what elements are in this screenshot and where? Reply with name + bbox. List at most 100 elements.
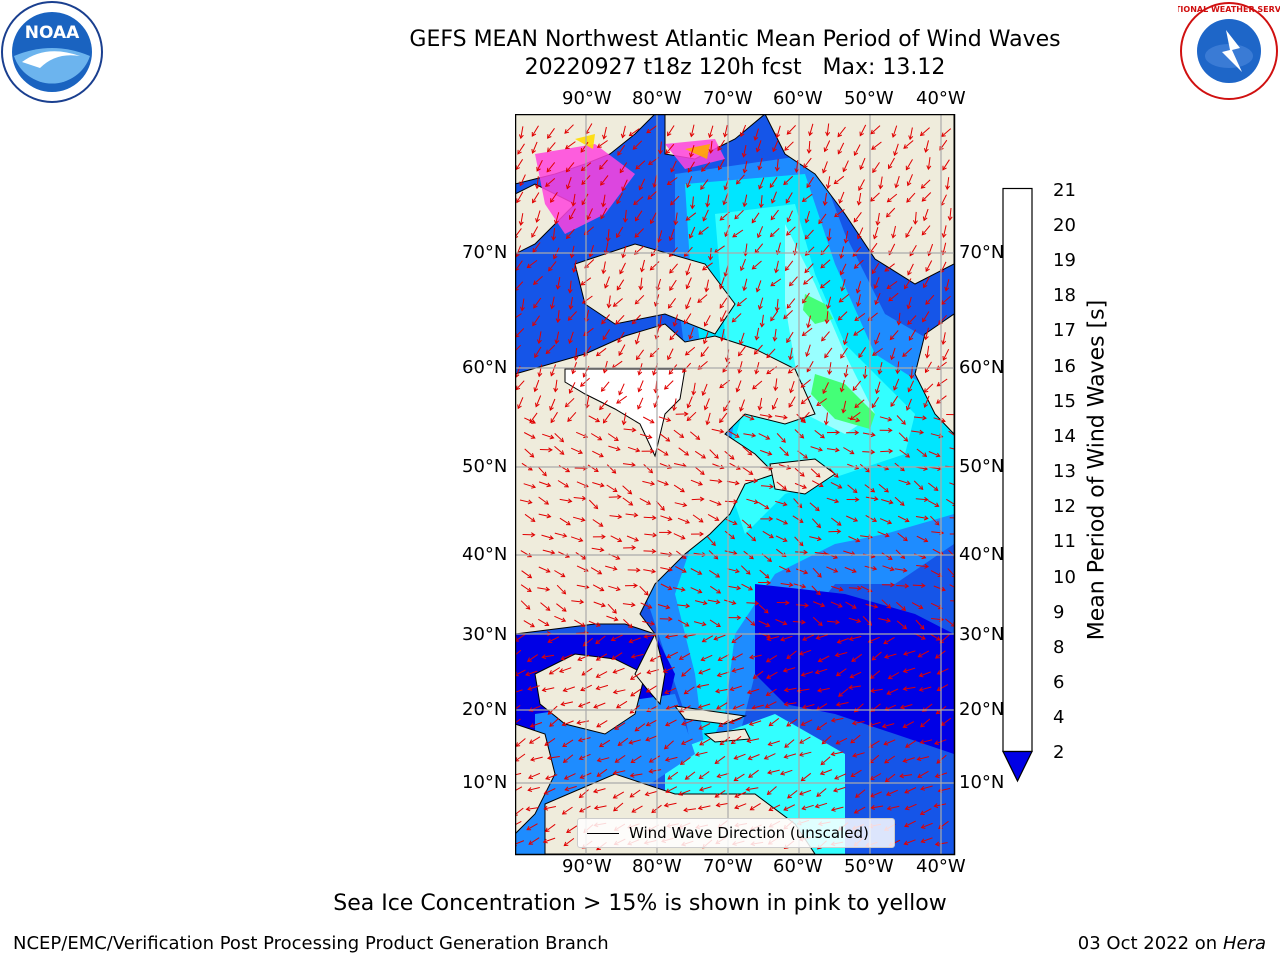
wind-wave-arrow bbox=[776, 298, 779, 311]
wind-wave-arrowhead bbox=[615, 703, 621, 709]
wind-wave-arrow bbox=[559, 517, 571, 526]
noaa-logo: NOAA bbox=[1, 1, 103, 103]
wind-wave-arrowhead bbox=[592, 788, 598, 794]
wind-wave-arrow bbox=[816, 398, 827, 406]
wind-wave-arrowhead bbox=[935, 709, 941, 715]
wind-wave-arrowhead bbox=[697, 588, 703, 594]
wind-wave-arrowhead bbox=[905, 743, 910, 748]
wind-wave-arrowhead bbox=[835, 619, 840, 625]
wind-wave-arrowhead bbox=[695, 435, 701, 441]
wind-wave-arrowhead bbox=[804, 234, 810, 240]
wind-wave-arrow bbox=[938, 314, 947, 325]
wind-wave-arrow bbox=[897, 515, 910, 522]
wind-wave-arrow bbox=[515, 669, 526, 676]
wind-wave-arrowhead bbox=[526, 587, 532, 593]
wind-wave-arrowhead bbox=[697, 570, 703, 575]
wind-wave-arrow bbox=[579, 753, 591, 760]
wind-wave-arrow bbox=[593, 601, 606, 607]
wind-wave-arrow bbox=[673, 314, 678, 327]
wind-wave-arrowhead bbox=[907, 320, 912, 325]
wind-wave-arrowhead bbox=[528, 840, 534, 845]
wind-wave-arrowhead bbox=[883, 654, 889, 659]
wind-wave-arrow bbox=[542, 687, 555, 691]
wind-wave-arrow bbox=[774, 378, 778, 391]
cb-tick-17: 17 bbox=[1053, 320, 1076, 341]
wind-wave-arrow bbox=[927, 482, 939, 491]
wind-wave-arrowhead bbox=[542, 471, 547, 477]
wind-wave-arrowhead bbox=[708, 255, 714, 261]
wind-wave-arrow bbox=[724, 124, 728, 137]
wind-wave-arrow bbox=[738, 345, 747, 357]
wind-wave-arrowhead bbox=[638, 185, 644, 191]
wind-wave-arrowhead bbox=[902, 668, 908, 674]
wind-wave-arrowhead bbox=[639, 267, 645, 273]
wind-wave-arrow bbox=[870, 192, 880, 202]
wind-wave-arrow bbox=[640, 602, 652, 609]
wind-wave-arrowhead bbox=[616, 285, 622, 291]
wind-wave-arrow bbox=[903, 686, 916, 690]
wind-wave-arrowhead bbox=[887, 674, 893, 680]
wind-wave-arrow bbox=[581, 667, 593, 676]
wind-wave-arrow bbox=[555, 212, 560, 224]
wind-wave-arrowhead bbox=[679, 760, 685, 765]
wind-wave-arrowhead bbox=[881, 723, 887, 729]
wind-wave-arrowhead bbox=[559, 450, 565, 455]
wind-wave-arrowhead bbox=[798, 518, 804, 523]
wind-wave-arrow bbox=[747, 738, 760, 742]
wind-wave-arrow bbox=[570, 536, 583, 542]
wind-wave-arrow bbox=[776, 481, 787, 490]
wind-wave-arrowhead bbox=[934, 773, 940, 779]
wind-wave-arrowhead bbox=[527, 787, 533, 792]
wind-wave-arrow bbox=[515, 328, 525, 338]
wind-wave-arrow bbox=[616, 395, 627, 404]
wind-wave-arrowhead bbox=[753, 478, 759, 484]
wind-wave-arrowhead bbox=[758, 203, 764, 209]
wind-wave-arrowhead bbox=[544, 741, 550, 746]
sea-ice-high bbox=[685, 144, 710, 159]
wind-wave-arrow bbox=[600, 175, 609, 186]
wind-wave-arrowhead bbox=[719, 336, 725, 342]
wind-wave-arrowhead bbox=[749, 415, 755, 421]
wind-wave-arrowhead bbox=[750, 621, 756, 626]
wind-wave-arrow bbox=[770, 310, 779, 321]
wind-wave-arrow bbox=[776, 158, 779, 171]
cb-tick-4: 4 bbox=[1053, 707, 1065, 728]
wind-wave-arrowhead bbox=[798, 650, 804, 656]
wind-wave-arrow bbox=[593, 788, 606, 793]
wind-wave-arrowhead bbox=[616, 233, 621, 239]
wind-wave-arrow bbox=[783, 804, 796, 811]
wind-wave-arrowhead bbox=[649, 418, 655, 424]
wind-wave-arrow bbox=[746, 532, 756, 542]
wind-wave-arrowhead bbox=[595, 673, 601, 678]
wind-wave-arrow bbox=[698, 668, 711, 674]
wind-wave-arrowhead bbox=[560, 701, 566, 707]
wind-wave-arrowhead bbox=[820, 602, 826, 608]
wind-wave-arrow bbox=[859, 124, 867, 136]
wind-wave-arrowhead bbox=[803, 454, 808, 459]
wind-wave-arrowhead bbox=[634, 299, 640, 305]
wind-wave-arrow bbox=[870, 670, 881, 679]
wind-wave-arrow bbox=[515, 344, 522, 352]
wind-wave-arrow bbox=[886, 207, 896, 218]
wind-wave-arrowhead bbox=[830, 717, 836, 723]
wind-wave-arrowhead bbox=[612, 669, 618, 674]
wind-wave-arrow bbox=[717, 671, 730, 677]
wind-wave-arrow bbox=[622, 125, 626, 138]
wind-wave-arrowhead bbox=[549, 406, 554, 412]
wind-wave-arrowhead bbox=[899, 501, 905, 506]
wind-wave-arrowhead bbox=[588, 252, 594, 258]
wind-wave-arrowhead bbox=[782, 667, 788, 673]
wind-wave-arrow bbox=[532, 242, 541, 253]
wind-wave-arrow bbox=[665, 756, 678, 761]
wind-wave-arrowhead bbox=[731, 655, 737, 661]
wind-wave-arrowhead bbox=[838, 692, 843, 697]
wind-wave-arrow bbox=[515, 245, 522, 257]
wind-wave-arrow bbox=[664, 740, 674, 750]
wind-wave-arrowhead bbox=[886, 805, 892, 811]
wind-wave-arrow bbox=[608, 585, 620, 591]
wind-wave-arrowhead bbox=[665, 721, 670, 727]
wind-wave-arrow bbox=[794, 482, 807, 489]
wind-wave-arrowhead bbox=[617, 338, 622, 344]
wind-wave-arrowhead bbox=[546, 167, 552, 173]
wind-wave-arrowhead bbox=[651, 808, 657, 814]
